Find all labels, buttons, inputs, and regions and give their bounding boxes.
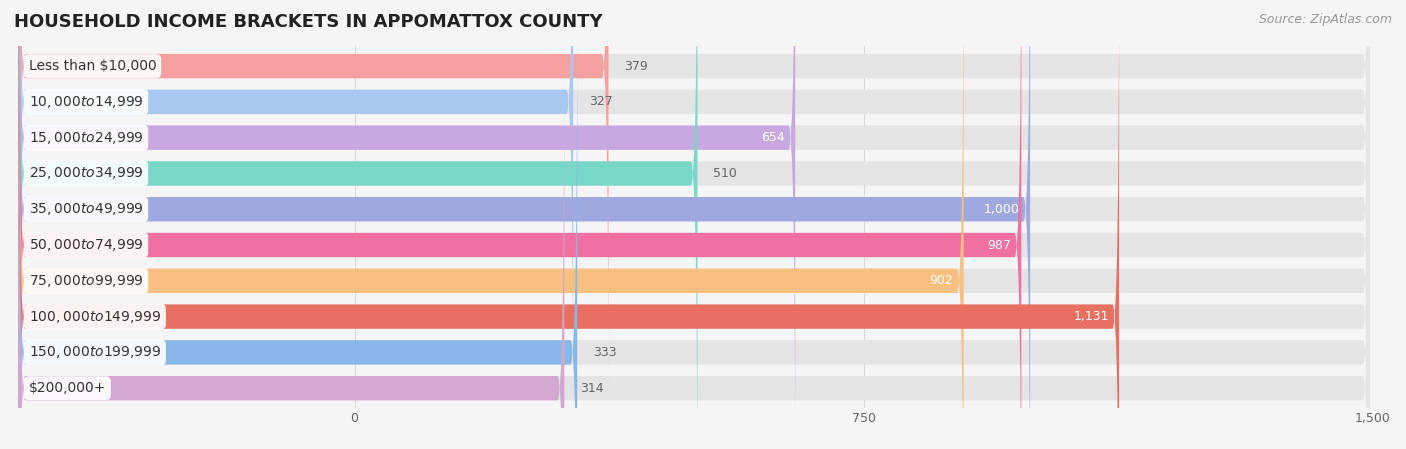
FancyBboxPatch shape (15, 48, 1374, 84)
FancyBboxPatch shape (18, 0, 1369, 448)
FancyBboxPatch shape (18, 0, 1119, 449)
FancyBboxPatch shape (15, 155, 1374, 191)
FancyBboxPatch shape (15, 227, 1374, 263)
FancyBboxPatch shape (15, 370, 1374, 406)
FancyBboxPatch shape (18, 0, 1369, 449)
Text: 379: 379 (624, 60, 648, 73)
Text: 327: 327 (589, 95, 613, 108)
FancyBboxPatch shape (18, 0, 697, 449)
Text: $200,000+: $200,000+ (28, 381, 105, 395)
Text: 510: 510 (713, 167, 737, 180)
FancyBboxPatch shape (18, 43, 1369, 449)
Text: HOUSEHOLD INCOME BRACKETS IN APPOMATTOX COUNTY: HOUSEHOLD INCOME BRACKETS IN APPOMATTOX … (14, 13, 603, 31)
Text: 333: 333 (593, 346, 616, 359)
Text: 314: 314 (579, 382, 603, 395)
Text: 654: 654 (761, 131, 785, 144)
FancyBboxPatch shape (18, 0, 1369, 449)
Text: $10,000 to $14,999: $10,000 to $14,999 (28, 94, 143, 110)
FancyBboxPatch shape (18, 0, 574, 448)
Text: 987: 987 (987, 238, 1011, 251)
FancyBboxPatch shape (18, 0, 963, 449)
FancyBboxPatch shape (18, 0, 1021, 449)
FancyBboxPatch shape (15, 263, 1374, 299)
FancyBboxPatch shape (15, 84, 1374, 120)
FancyBboxPatch shape (18, 0, 1369, 449)
Text: $35,000 to $49,999: $35,000 to $49,999 (28, 201, 143, 217)
Text: 1,000: 1,000 (984, 203, 1019, 216)
Text: $150,000 to $199,999: $150,000 to $199,999 (28, 344, 162, 361)
Text: $75,000 to $99,999: $75,000 to $99,999 (28, 273, 143, 289)
Text: 902: 902 (929, 274, 953, 287)
FancyBboxPatch shape (18, 7, 1369, 449)
FancyBboxPatch shape (18, 43, 564, 449)
FancyBboxPatch shape (15, 191, 1374, 227)
FancyBboxPatch shape (18, 0, 1031, 449)
Text: $25,000 to $34,999: $25,000 to $34,999 (28, 166, 143, 181)
FancyBboxPatch shape (15, 120, 1374, 155)
Text: 1,131: 1,131 (1073, 310, 1109, 323)
Text: $50,000 to $74,999: $50,000 to $74,999 (28, 237, 143, 253)
FancyBboxPatch shape (18, 0, 609, 412)
FancyBboxPatch shape (18, 0, 1369, 412)
FancyBboxPatch shape (18, 0, 796, 449)
FancyBboxPatch shape (15, 335, 1374, 370)
Text: Source: ZipAtlas.com: Source: ZipAtlas.com (1258, 13, 1392, 26)
FancyBboxPatch shape (18, 0, 1369, 449)
Text: $100,000 to $149,999: $100,000 to $149,999 (28, 308, 162, 325)
Text: Less than $10,000: Less than $10,000 (28, 59, 156, 73)
FancyBboxPatch shape (15, 299, 1374, 335)
FancyBboxPatch shape (18, 0, 1369, 449)
FancyBboxPatch shape (18, 0, 1369, 449)
FancyBboxPatch shape (18, 7, 578, 449)
Text: $15,000 to $24,999: $15,000 to $24,999 (28, 130, 143, 145)
